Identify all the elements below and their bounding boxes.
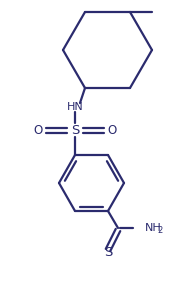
Text: O: O	[33, 123, 43, 136]
Text: HN: HN	[67, 102, 83, 112]
Text: NH: NH	[145, 223, 162, 233]
Text: S: S	[104, 246, 112, 258]
Text: S: S	[71, 123, 79, 136]
Text: 2: 2	[157, 226, 162, 235]
Text: O: O	[107, 123, 117, 136]
